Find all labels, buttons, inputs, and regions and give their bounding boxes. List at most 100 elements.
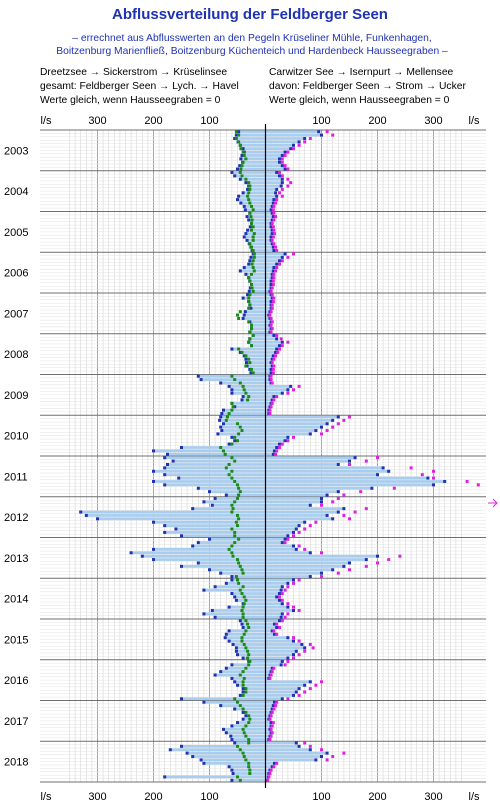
point-lych-total [219, 571, 223, 575]
bar-left [250, 225, 266, 229]
point-mellensee [278, 191, 281, 195]
point-lych-total [238, 619, 242, 623]
point-lych-total [177, 476, 181, 480]
point-lych-total [79, 510, 83, 514]
bar-left [231, 592, 266, 595]
point-mellensee [286, 602, 290, 606]
point-mellensee [271, 235, 275, 239]
point-ucker [303, 520, 307, 524]
point-lych-total [230, 592, 234, 596]
bar-left [215, 615, 266, 619]
bar-left [234, 405, 266, 409]
bar-left [240, 619, 266, 623]
point-mellensee [278, 595, 281, 599]
bar-left [251, 283, 266, 286]
point-krueselinsee [251, 259, 255, 263]
point-ucker [270, 629, 274, 633]
point-krueselinsee [248, 337, 252, 341]
point-lych-total [191, 507, 195, 511]
point-ucker [272, 632, 276, 636]
bar-right [265, 147, 291, 151]
point-lych-total [213, 673, 217, 677]
point-ucker [294, 547, 298, 551]
bar-right [265, 741, 297, 745]
bar-left [251, 222, 266, 225]
point-mellensee [271, 367, 275, 371]
tick-label-left: 100 [200, 115, 218, 127]
bar-right [265, 690, 297, 694]
point-ucker [280, 181, 284, 185]
bar-left [217, 432, 266, 436]
bar-right [265, 293, 272, 297]
point-krueselinsee [251, 289, 255, 293]
bar-right [265, 456, 356, 460]
bar-left [226, 731, 266, 735]
point-krueselinsee [233, 459, 237, 463]
point-mellensee [271, 299, 275, 303]
bar-right [265, 598, 280, 602]
point-krueselinsee [247, 306, 251, 310]
point-lych-total [180, 564, 183, 568]
point-mellensee [272, 211, 276, 215]
bar-left [238, 130, 266, 134]
bar-right [265, 459, 350, 463]
year-label: 2005 [4, 227, 28, 239]
point-krueselinsee [236, 439, 239, 443]
point-lych-total [219, 670, 223, 674]
bar-left [220, 381, 266, 385]
point-mellensee [272, 272, 276, 276]
bar-left [181, 697, 266, 701]
bar-right [265, 150, 286, 154]
point-lych-total [230, 738, 234, 742]
point-mellensee [283, 615, 287, 619]
point-ucker [275, 194, 279, 198]
bar-left [229, 385, 266, 388]
point-krueselinsee [240, 429, 244, 433]
point-krueselinsee [237, 133, 241, 137]
bar-left [212, 503, 266, 507]
year-label: 2004 [4, 186, 28, 198]
point-krueselinsee [244, 391, 248, 395]
point-lych-total [129, 551, 133, 555]
bar-right [265, 721, 272, 724]
point-mellensee [270, 724, 274, 728]
point-mellensee [269, 289, 273, 293]
bar-right [265, 160, 280, 164]
point-krueselinsee [237, 486, 241, 490]
point-ucker [364, 558, 368, 562]
bar-left [181, 565, 266, 568]
bar-left [245, 310, 266, 314]
point-ucker [271, 245, 275, 249]
bar-right [265, 514, 328, 517]
bar-right [265, 714, 270, 718]
point-krueselinsee [251, 238, 255, 242]
point-lych-total [244, 357, 248, 361]
bar-right [265, 296, 273, 300]
point-lych-total [163, 483, 167, 487]
point-ucker [336, 490, 340, 494]
bar-right [265, 646, 305, 650]
point-krueselinsee [241, 727, 245, 731]
point-lych-total [84, 513, 88, 517]
point-lych-total [166, 462, 169, 466]
point-ucker [297, 687, 301, 691]
point-krueselinsee [246, 656, 250, 660]
point-mellensee [286, 537, 290, 541]
point-mellensee [303, 690, 307, 694]
bar-right [265, 259, 280, 263]
point-ucker [331, 517, 335, 521]
bar-left [220, 415, 266, 419]
bar-right [265, 354, 274, 358]
point-ucker [294, 741, 298, 745]
point-mellensee [297, 384, 301, 388]
point-ucker [272, 761, 276, 765]
point-krueselinsee [251, 235, 255, 239]
bar-left [178, 476, 266, 480]
grid [40, 129, 486, 783]
point-lych-total [230, 391, 234, 395]
point-mellensee [311, 646, 315, 650]
point-krueselinsee [242, 642, 246, 646]
point-ucker [387, 469, 391, 473]
bar-right [265, 585, 283, 589]
point-mellensee [348, 517, 351, 521]
